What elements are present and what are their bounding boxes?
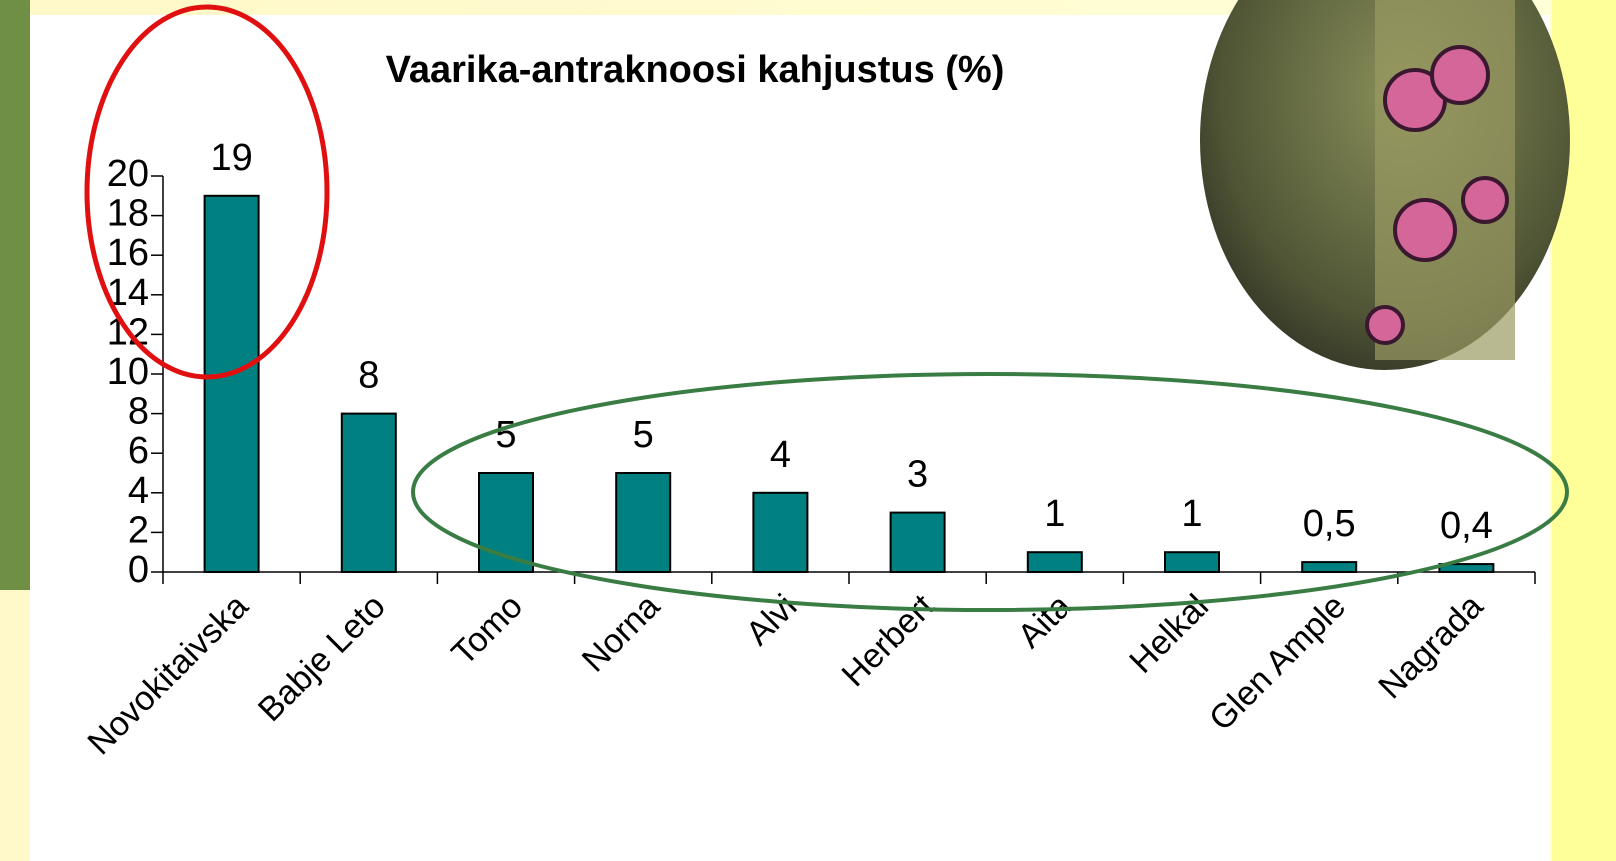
y-tick-label: 20 [107, 153, 149, 195]
bar [889, 511, 946, 573]
y-tick-label: 0 [128, 549, 149, 591]
data-label: 1 [1181, 493, 1202, 535]
cane-photo [1200, 0, 1570, 370]
data-label: 19 [210, 137, 252, 179]
highlight-ellipse [411, 372, 1569, 612]
leaf-photo [0, 0, 30, 590]
y-tick-label: 2 [128, 509, 149, 551]
bar [1301, 561, 1358, 573]
data-label: 3 [907, 454, 928, 496]
y-tick-label: 16 [107, 232, 149, 274]
chart-title: Vaarika-antraknoosi kahjustus (%) [386, 49, 1005, 91]
bar [1164, 551, 1220, 574]
bar [340, 412, 397, 573]
data-label: 4 [770, 434, 791, 476]
data-label: 8 [358, 355, 379, 397]
bar [203, 194, 260, 574]
y-tick-label: 10 [107, 351, 149, 393]
data-label: 0,5 [1303, 503, 1356, 545]
y-tick-label: 18 [107, 193, 149, 235]
y-tick-label: 8 [128, 391, 149, 433]
data-label: 5 [495, 414, 516, 456]
y-tick-label: 4 [128, 470, 149, 512]
data-label: 5 [633, 414, 654, 456]
data-label: 0,4 [1440, 505, 1493, 547]
highlight-ellipse [84, 4, 330, 380]
y-tick-label: 6 [128, 430, 149, 472]
data-label: 1 [1044, 493, 1065, 535]
bar [1026, 551, 1083, 574]
bar [752, 491, 809, 573]
bar [615, 472, 672, 573]
